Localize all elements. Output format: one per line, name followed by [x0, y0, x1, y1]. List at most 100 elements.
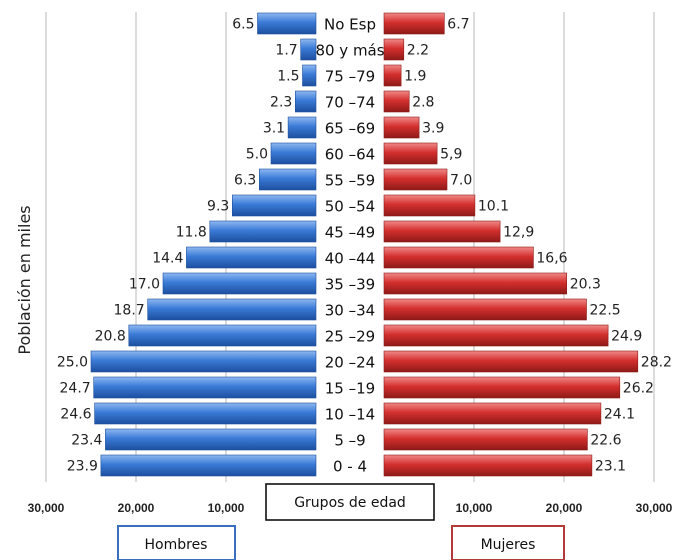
age-group-label: 70 –74 — [325, 94, 375, 112]
bar-mujeres — [383, 194, 476, 217]
legend-mujeres-label: Mujeres — [481, 537, 536, 553]
data-label-mujeres: 24.9 — [611, 329, 642, 345]
bar-hombres — [100, 454, 317, 477]
bar-mujeres — [383, 12, 445, 35]
data-label-hombres: 24.7 — [60, 381, 91, 397]
bar-mujeres — [383, 116, 420, 139]
data-label-mujeres: 2.2 — [407, 43, 429, 59]
age-group-label: 80 y más — [315, 42, 384, 60]
bar-hombres — [147, 298, 317, 321]
bar-mujeres — [383, 350, 639, 373]
center-axis-box: Grupos de edad — [265, 483, 435, 521]
data-label-mujeres: 12,9 — [503, 225, 534, 241]
bar-hombres — [294, 90, 317, 113]
data-label-hombres: 5.0 — [246, 147, 268, 163]
age-group-label: 15 –19 — [325, 380, 375, 398]
age-group-label: 0 - 4 — [333, 458, 367, 476]
bar-mujeres — [383, 38, 405, 61]
data-label-hombres: 14.4 — [152, 251, 183, 267]
age-group-label: 40 –44 — [325, 250, 375, 268]
data-label-mujeres: 3.9 — [422, 121, 444, 137]
bar-mujeres — [383, 246, 534, 269]
age-group-label: 65 –69 — [325, 120, 375, 138]
bars — [90, 12, 639, 477]
bar-mujeres — [383, 220, 501, 243]
age-group-label: 75 –79 — [325, 68, 375, 86]
bar-mujeres — [383, 376, 621, 399]
bar-mujeres — [383, 90, 410, 113]
data-label-mujeres: 10.1 — [478, 199, 509, 215]
bar-hombres — [270, 142, 317, 165]
bar-mujeres — [383, 142, 438, 165]
bar-hombres — [302, 64, 317, 87]
legend-mujeres: Mujeres — [451, 525, 565, 560]
age-group-label: 60 –64 — [325, 146, 375, 164]
legend-hombres: Hombres — [117, 525, 236, 560]
age-group-label: 10 –14 — [325, 406, 375, 424]
data-label-hombres: 1.7 — [275, 43, 297, 59]
bar-hombres — [93, 376, 317, 399]
data-label-hombres: 3.1 — [263, 121, 285, 137]
center-axis-label: Grupos de edad — [294, 495, 406, 511]
age-group-label: 35 –39 — [325, 276, 375, 294]
x-tick-label-left: 30,000 — [28, 501, 65, 515]
data-label-mujeres: 7.0 — [450, 173, 472, 189]
bar-mujeres — [383, 428, 588, 451]
y-axis-label: Población en miles — [15, 205, 34, 354]
age-group-label: 25 –29 — [325, 328, 375, 346]
data-label-hombres: 18.7 — [114, 303, 145, 319]
data-label-hombres: 1.5 — [277, 69, 299, 85]
data-label-hombres: 17.0 — [129, 277, 160, 293]
bar-mujeres — [383, 454, 593, 477]
data-label-mujeres: 24.1 — [604, 407, 635, 423]
age-group-label: No Esp — [324, 16, 376, 34]
bar-hombres — [105, 428, 317, 451]
data-label-mujeres: 28.2 — [641, 355, 672, 371]
data-label-mujeres: 1.9 — [404, 69, 426, 85]
data-label-mujeres: 22.5 — [590, 303, 621, 319]
data-label-hombres: 11.8 — [176, 225, 207, 241]
axis-ticks: 30,000 30,000 20,000 20,000 10,000 10,000 — [28, 501, 673, 515]
bar-hombres — [257, 12, 317, 35]
data-label-mujeres: 22.6 — [590, 433, 621, 449]
data-label-hombres: 9.3 — [207, 199, 229, 215]
bar-mujeres — [383, 324, 609, 347]
data-label-hombres: 2.3 — [270, 95, 292, 111]
data-label-mujeres: 20.3 — [570, 277, 601, 293]
data-label-hombres: 23.9 — [67, 459, 98, 475]
bar-hombres — [287, 116, 317, 139]
data-label-mujeres: 23.1 — [595, 459, 626, 475]
bar-mujeres — [383, 272, 567, 295]
bar-hombres — [300, 38, 317, 61]
bar-hombres — [128, 324, 317, 347]
x-tick-label-left: 20,000 — [118, 501, 155, 515]
x-tick-label-right: 30,000 — [636, 501, 673, 515]
legend-hombres-label: Hombres — [145, 537, 208, 553]
data-label-mujeres: 26.2 — [623, 381, 654, 397]
age-group-label: 55 –59 — [325, 172, 375, 190]
bar-hombres — [162, 272, 317, 295]
data-label-hombres: 23.4 — [71, 433, 102, 449]
data-label-hombres: 6.5 — [232, 17, 254, 33]
data-label-hombres: 25.0 — [57, 355, 88, 371]
data-label-mujeres: 2.8 — [412, 95, 434, 111]
x-tick-label-right: 20,000 — [546, 501, 583, 515]
data-label-hombres: 6.3 — [234, 173, 256, 189]
data-label-hombres: 24.6 — [60, 407, 91, 423]
data-label-mujeres: 6.7 — [447, 17, 469, 33]
bar-mujeres — [383, 168, 448, 191]
age-group-label: 45 –49 — [325, 224, 375, 242]
data-label-mujeres: 5,9 — [440, 147, 462, 163]
x-tick-label-left: 10,000 — [208, 501, 245, 515]
data-label-hombres: 20.8 — [95, 329, 126, 345]
bar-mujeres — [383, 402, 602, 425]
age-group-label: 30 –34 — [325, 302, 375, 320]
age-group-label: 5 –9 — [334, 432, 365, 450]
bar-mujeres — [383, 298, 587, 321]
bar-hombres — [186, 246, 317, 269]
bar-hombres — [209, 220, 317, 243]
age-group-label: 50 –54 — [325, 198, 375, 216]
bar-hombres — [232, 194, 317, 217]
bar-mujeres — [383, 64, 402, 87]
